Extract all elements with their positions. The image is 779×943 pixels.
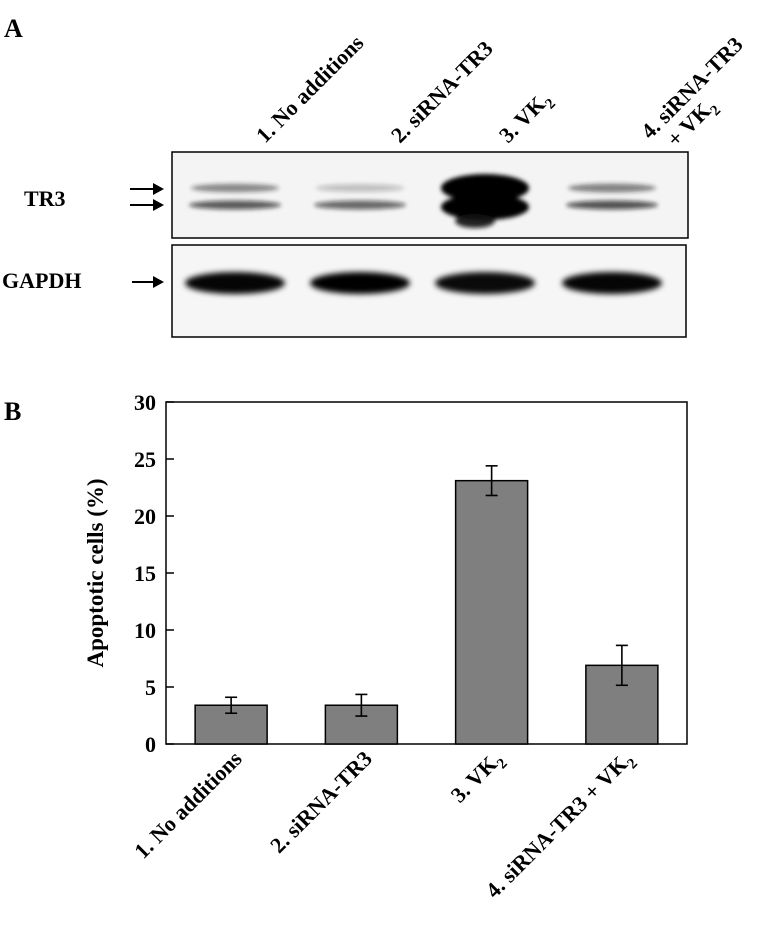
x-tick-label-2: 2. siRNA-TR3 [265, 746, 377, 858]
gapdh-band-lane-4 [562, 272, 662, 294]
bars [194, 465, 659, 745]
y-tick-label-5: 5 [145, 675, 156, 700]
x-tick-label-1: 1. No additions [129, 746, 247, 864]
tr3-band-lane-4 [566, 183, 658, 210]
tr3-upper-arrow [130, 183, 164, 195]
tr3-blot: TR3 [24, 151, 689, 239]
panel-a-label: A [4, 14, 23, 43]
tr3-blot-frame [171, 151, 689, 239]
lane-label-2: 2. siRNA-TR3 [386, 36, 498, 148]
gapdh-bands [185, 272, 662, 294]
tr3-lower-arrow [130, 199, 164, 211]
tr3-band-lane-1 [189, 183, 281, 210]
y-tick-label-30: 30 [134, 390, 156, 415]
gapdh-label: GAPDH [2, 268, 81, 293]
tr3-band-lane-3 [441, 174, 529, 228]
error-bar-3 [485, 465, 498, 497]
bar-3 [454, 479, 529, 745]
lane-label-1: 1. No additions [251, 30, 369, 148]
lane-label-3: 3. VK2 [494, 86, 559, 151]
error-bar-4 [615, 644, 628, 687]
y-tick-label-15: 15 [134, 561, 156, 586]
y-axis-title: Apoptotic cells (%) [83, 478, 108, 667]
y-tick-label-20: 20 [134, 504, 156, 529]
panel-b-label: B [4, 397, 21, 426]
y-tick-label-10: 10 [134, 618, 156, 643]
tr3-label: TR3 [24, 186, 66, 211]
gapdh-band-lane-2 [310, 272, 410, 294]
gapdh-blot: GAPDH [2, 244, 687, 338]
y-tick-label-0: 0 [145, 732, 156, 757]
gapdh-band-lane-3 [435, 272, 535, 294]
x-tick-label-3: 3. VK2 [446, 746, 511, 811]
error-bar-1 [225, 696, 238, 715]
tr3-bands [189, 174, 658, 228]
error-bar-2 [355, 693, 368, 717]
tr3-band-lane-2 [314, 184, 406, 210]
y-tick-label-25: 25 [134, 447, 156, 472]
y-axis: 0 5 10 15 20 25 30 [134, 390, 174, 757]
gapdh-band-lane-1 [185, 272, 285, 294]
gapdh-arrow [132, 276, 164, 288]
